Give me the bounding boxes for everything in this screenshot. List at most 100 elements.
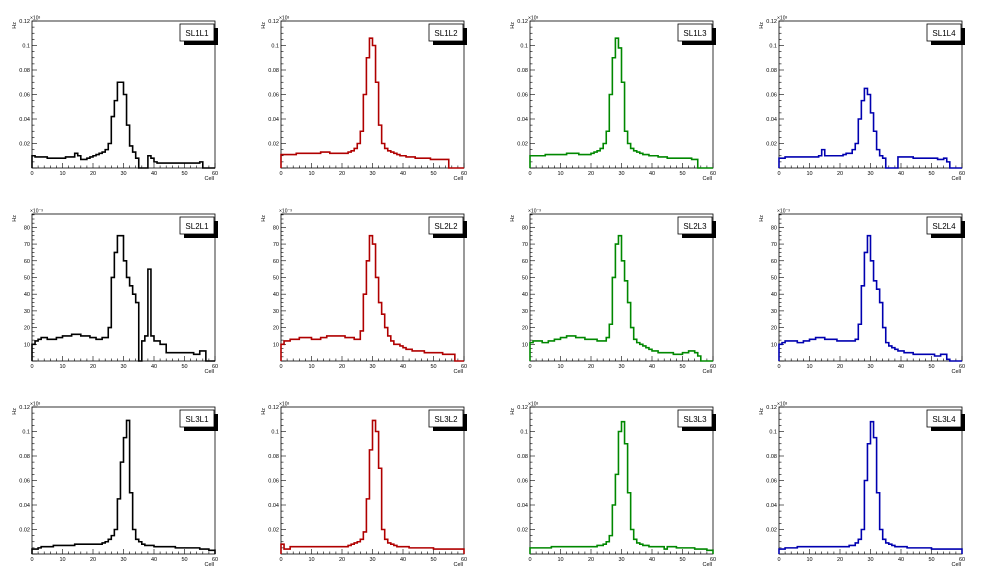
histogram-line <box>529 420 714 554</box>
y-tick-label: 0.1 <box>520 430 528 436</box>
y-tick-label: 0.02 <box>517 142 528 148</box>
y-tick-label: 0.12 <box>19 405 30 411</box>
x-tick-label: 50 <box>928 557 934 563</box>
y-tick-label: 0.06 <box>19 479 30 485</box>
axis-exponent-label: ×10³ <box>30 16 40 22</box>
x-tick-label: 10 <box>557 557 563 563</box>
y-tick-label: 0.08 <box>268 68 279 74</box>
histogram-title: SL2L3 <box>683 222 707 231</box>
y-axis-title: Hz <box>261 408 267 415</box>
x-axis-title: Cell <box>952 176 961 182</box>
histogram-panel-sl2l2: 0 10 20 30 40 50 60 10 20 30 40 50 60 70 80 ×10⁻³ Cell Hz… <box>261 209 467 376</box>
y-tick-label: 0.06 <box>268 93 279 99</box>
x-axis-title: Cell <box>454 176 463 182</box>
x-tick-label: 50 <box>430 171 436 177</box>
axis-exponent-label: ×10³ <box>279 402 289 408</box>
x-tick-label: 30 <box>120 364 126 370</box>
y-tick-label: 0.02 <box>268 142 279 148</box>
x-tick-label: 30 <box>618 364 624 370</box>
x-tick-label: 40 <box>151 364 157 370</box>
y-tick-label: 0.06 <box>517 93 528 99</box>
histogram-panel-sl2l1: 0 10 20 30 40 50 60 10 20 30 40 50 60 70 80 ×10⁻³ Cell Hz… <box>12 209 218 376</box>
x-tick-label: 0 <box>30 171 33 177</box>
x-tick-label: 40 <box>649 557 655 563</box>
y-tick-label: 20 <box>771 326 777 332</box>
x-tick-label: 60 <box>212 364 218 370</box>
x-tick-label: 10 <box>59 557 65 563</box>
histogram-line <box>31 234 215 362</box>
histogram-title: SL3L4 <box>932 415 956 424</box>
x-tick-label: 30 <box>867 557 873 563</box>
histogram-line <box>778 87 962 169</box>
histogram-title: SL3L3 <box>683 415 707 424</box>
axis-exponent-label: ×10⁻³ <box>777 209 790 215</box>
y-tick-label: 40 <box>771 292 777 298</box>
x-axis-title: Cell <box>703 369 712 375</box>
x-tick-label: 50 <box>181 171 187 177</box>
y-tick-label: 10 <box>522 342 528 348</box>
y-tick-label: 0.1 <box>520 44 528 50</box>
x-tick-label: 50 <box>679 364 685 370</box>
y-axis-title: Hz <box>510 408 516 415</box>
y-tick-label: 0.12 <box>268 19 279 25</box>
x-tick-label: 10 <box>806 171 812 177</box>
histogram-title: SL3L1 <box>185 415 209 424</box>
title-box <box>428 23 464 42</box>
x-axis-title: Cell <box>205 176 214 182</box>
y-tick-label: 0.08 <box>19 68 30 74</box>
x-tick-label: 20 <box>90 171 96 177</box>
x-tick-label: 10 <box>308 557 314 563</box>
y-tick-label: 0.1 <box>769 44 777 50</box>
y-tick-label: 0.02 <box>766 142 777 148</box>
histogram-panel-sl3l1: 0 10 20 30 40 50 60 0.02 0.04 0.06 0.08 0.1 0.12×10³… <box>12 402 218 569</box>
y-tick-label: 0.1 <box>22 44 30 50</box>
x-tick-label: 50 <box>928 364 934 370</box>
y-tick-label: 0.02 <box>766 528 777 534</box>
y-tick-label: 50 <box>522 275 528 281</box>
x-tick-label: 40 <box>151 557 157 563</box>
y-tick-label: 80 <box>273 225 279 231</box>
x-tick-label: 0 <box>279 364 282 370</box>
x-tick-label: 50 <box>928 171 934 177</box>
y-axis-title: Hz <box>759 215 765 222</box>
histogram-line <box>31 81 215 169</box>
x-tick-label: 60 <box>461 364 467 370</box>
histogram-line <box>280 37 464 169</box>
x-tick-label: 30 <box>867 171 873 177</box>
y-axis-title: Hz <box>261 22 267 29</box>
histogram-line <box>529 37 713 169</box>
y-tick-label: 0.1 <box>22 430 30 436</box>
axis-exponent-label: ×10³ <box>528 402 538 408</box>
axis-exponent-label: ×10³ <box>30 402 40 408</box>
x-tick-label: 40 <box>400 557 406 563</box>
y-axis-title: Hz <box>510 22 516 29</box>
y-tick-label: 0.06 <box>517 479 528 485</box>
x-tick-label: 40 <box>898 364 904 370</box>
x-tick-label: 20 <box>588 364 594 370</box>
x-tick-label: 60 <box>212 171 218 177</box>
x-tick-label: 60 <box>710 557 716 563</box>
y-tick-label: 0.02 <box>268 528 279 534</box>
x-tick-label: 20 <box>588 171 594 177</box>
y-tick-label: 0.02 <box>19 142 30 148</box>
x-axis-title: Cell <box>952 562 961 568</box>
histogram-panel-sl3l2: 0 10 20 30 40 50 60 0.02 0.04 0.06 0.08 0.1 0.12×10³… <box>261 402 467 569</box>
title-box <box>926 409 962 428</box>
y-tick-label: 0.04 <box>766 503 777 509</box>
axis-exponent-label: ×10³ <box>777 16 787 22</box>
y-tick-label: 70 <box>273 242 279 248</box>
y-tick-label: 0.12 <box>517 405 528 411</box>
x-tick-label: 10 <box>557 364 563 370</box>
x-axis-title: Cell <box>205 369 214 375</box>
y-tick-label: 0.02 <box>19 528 30 534</box>
y-tick-label: 50 <box>771 275 777 281</box>
y-tick-label: 60 <box>24 259 30 265</box>
y-tick-label: 40 <box>273 292 279 298</box>
plot-frame <box>280 20 465 169</box>
x-tick-label: 20 <box>90 557 96 563</box>
x-tick-label: 20 <box>837 557 843 563</box>
y-tick-label: 0.06 <box>766 479 777 485</box>
x-tick-label: 40 <box>898 557 904 563</box>
histogram-title: SL1L3 <box>683 29 707 38</box>
y-tick-label: 0.12 <box>766 405 777 411</box>
